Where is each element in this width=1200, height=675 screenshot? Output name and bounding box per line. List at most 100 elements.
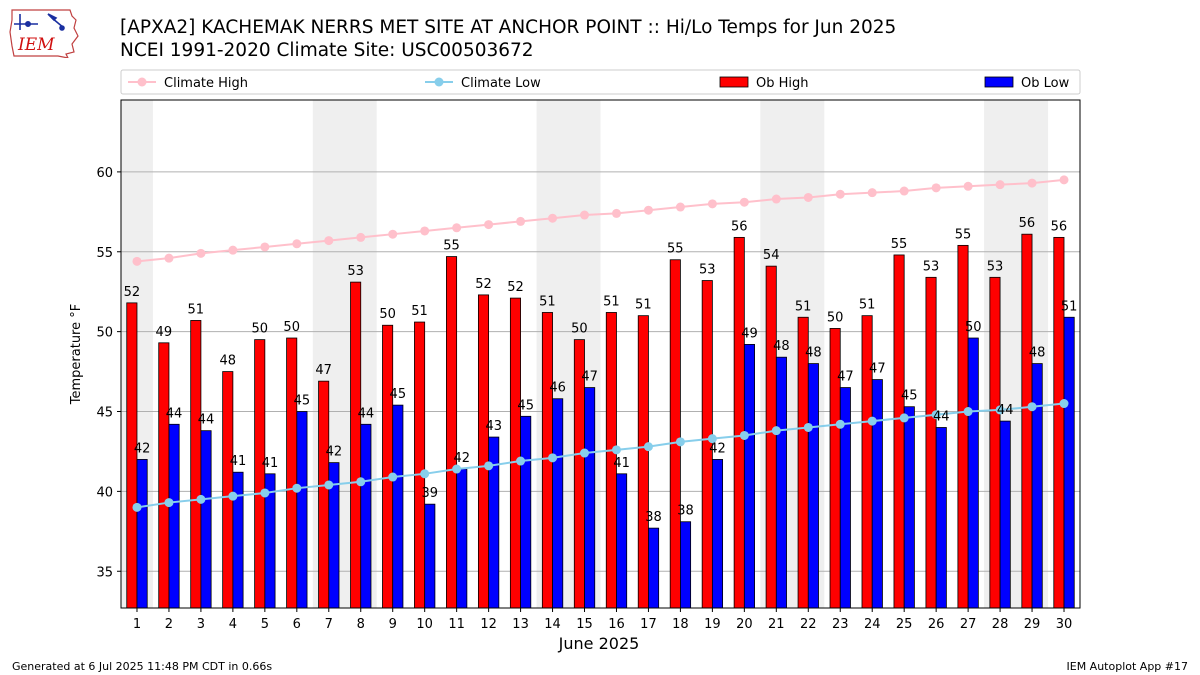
ob-high-label: 51: [795, 299, 812, 314]
climate-low-point: [580, 448, 590, 458]
x-tick-label: 17: [640, 617, 657, 632]
climate-high-point: [516, 216, 526, 226]
x-tick-label: 21: [768, 617, 785, 632]
ob-low-label: 43: [485, 419, 502, 434]
ob-high-bar: [1053, 236, 1065, 609]
x-tick-label: 24: [864, 617, 881, 632]
ob-high-bar: [925, 276, 937, 609]
ob-low-label: 47: [581, 370, 598, 385]
x-tick-label: 15: [576, 617, 593, 632]
x-tick-label: 28: [992, 617, 1009, 632]
ob-high-label: 50: [571, 322, 588, 337]
ob-low-label: 44: [358, 406, 375, 421]
ob-high-label: 53: [923, 259, 940, 274]
climate-low-point: [452, 464, 462, 474]
climate-high-point: [388, 229, 398, 239]
ob-high-bar: [733, 236, 745, 609]
generated-timestamp: Generated at 6 Jul 2025 11:48 PM CDT in …: [12, 660, 273, 673]
ob-high-label: 55: [443, 239, 460, 254]
x-tick-label: 6: [293, 617, 301, 632]
x-tick-label: 14: [544, 617, 561, 632]
climate-high-line: [136, 178, 1065, 263]
weather-station-icon: [14, 13, 65, 31]
ob-low-bar: [871, 379, 883, 609]
legend-entry: Climate High: [164, 76, 248, 91]
ob-low-bar: [520, 415, 532, 609]
chart-subtitle: NCEI 1991-2020 Climate Site: USC00503672: [120, 40, 534, 61]
ob-high-label: 51: [539, 294, 556, 309]
climate-low-point: [675, 437, 685, 447]
ob-low-bar: [807, 363, 819, 609]
climate-low-point: [420, 469, 430, 479]
climate-low-point: [292, 483, 302, 493]
climate-low-point: [548, 453, 558, 463]
climate-low-point: [867, 416, 877, 426]
ob-low-label: 39: [422, 486, 439, 501]
climate-high-point: [771, 194, 781, 204]
ob-low-label: 47: [837, 370, 854, 385]
ob-high-label: 50: [251, 322, 268, 337]
ob-high-bar: [286, 337, 298, 609]
legend-marker: [434, 77, 444, 87]
ob-low-bar: [168, 423, 180, 609]
ob-high-label: 56: [731, 219, 748, 234]
climate-low-point: [643, 442, 653, 452]
climate-high-point: [164, 253, 174, 263]
climate-low-point: [484, 461, 494, 471]
ob-low-bar: [552, 398, 564, 609]
ob-high-bar: [254, 339, 266, 609]
x-tick-label: 25: [896, 617, 913, 632]
ob-low-label: 48: [1029, 346, 1046, 361]
x-tick-label: 12: [480, 617, 497, 632]
y-tick-label: 35: [96, 565, 113, 580]
ob-high-bar: [190, 320, 202, 609]
ob-low-label: 44: [198, 413, 215, 428]
ob-high-label: 53: [987, 259, 1004, 274]
climate-high-point: [260, 242, 270, 252]
climate-high-point: [803, 192, 813, 202]
ob-low-bar: [456, 468, 468, 609]
ob-low-label: 50: [965, 320, 982, 335]
ob-high-label: 47: [315, 363, 332, 378]
ob-high-bar: [989, 276, 1001, 609]
legend: Climate High Climate Low Ob High Ob Low: [120, 69, 1081, 95]
climate-high-point: [548, 213, 558, 223]
climate-high-point: [132, 256, 142, 266]
ob-low-label: 45: [517, 398, 534, 413]
x-tick-label: 8: [357, 617, 365, 632]
climate-low-point: [132, 502, 142, 512]
climate-low-point: [228, 491, 238, 501]
logo-text: IEM: [17, 35, 55, 55]
climate-low-line: [136, 402, 1065, 509]
ob-high-label: 51: [188, 302, 205, 317]
ob-high-label: 51: [859, 298, 876, 313]
x-tick-label: 7: [325, 617, 333, 632]
x-tick-label: 19: [704, 617, 721, 632]
ob-high-label: 53: [699, 263, 716, 278]
x-tick-label: 10: [416, 617, 433, 632]
ob-low-label: 44: [933, 409, 950, 424]
ob-low-bar: [392, 404, 404, 609]
x-tick-label: 23: [832, 617, 849, 632]
climate-low-point: [1027, 402, 1037, 412]
ob-high-bar: [446, 256, 458, 609]
value-labels: 52 49 51 48 50 50 47 53 50 51 55 52 52 51 50 51 51 55 53 56…: [124, 216, 1078, 525]
climate-low-point: [164, 498, 174, 508]
climate-high-point: [643, 205, 653, 215]
ob-high-bar: [637, 315, 649, 609]
x-tick-label: 2: [165, 617, 173, 632]
chart-title: [APXA2] KACHEMAK NERRS MET SITE AT ANCHO…: [120, 17, 897, 38]
climate-high-point: [356, 232, 366, 242]
ob-high-label: 55: [955, 227, 972, 242]
climate-low-point: [899, 413, 909, 423]
ob-low-bar: [903, 406, 915, 609]
app-id-label: IEM Autoplot App #17: [1066, 660, 1189, 673]
x-tick-label: 9: [389, 617, 397, 632]
climate-high-point: [420, 226, 430, 236]
ob-low-bar: [967, 337, 979, 609]
ob-low-label: 42: [709, 441, 726, 456]
x-tick-label: 5: [261, 617, 269, 632]
climate-low-point: [516, 456, 526, 466]
y-tick-label: 50: [96, 326, 113, 341]
